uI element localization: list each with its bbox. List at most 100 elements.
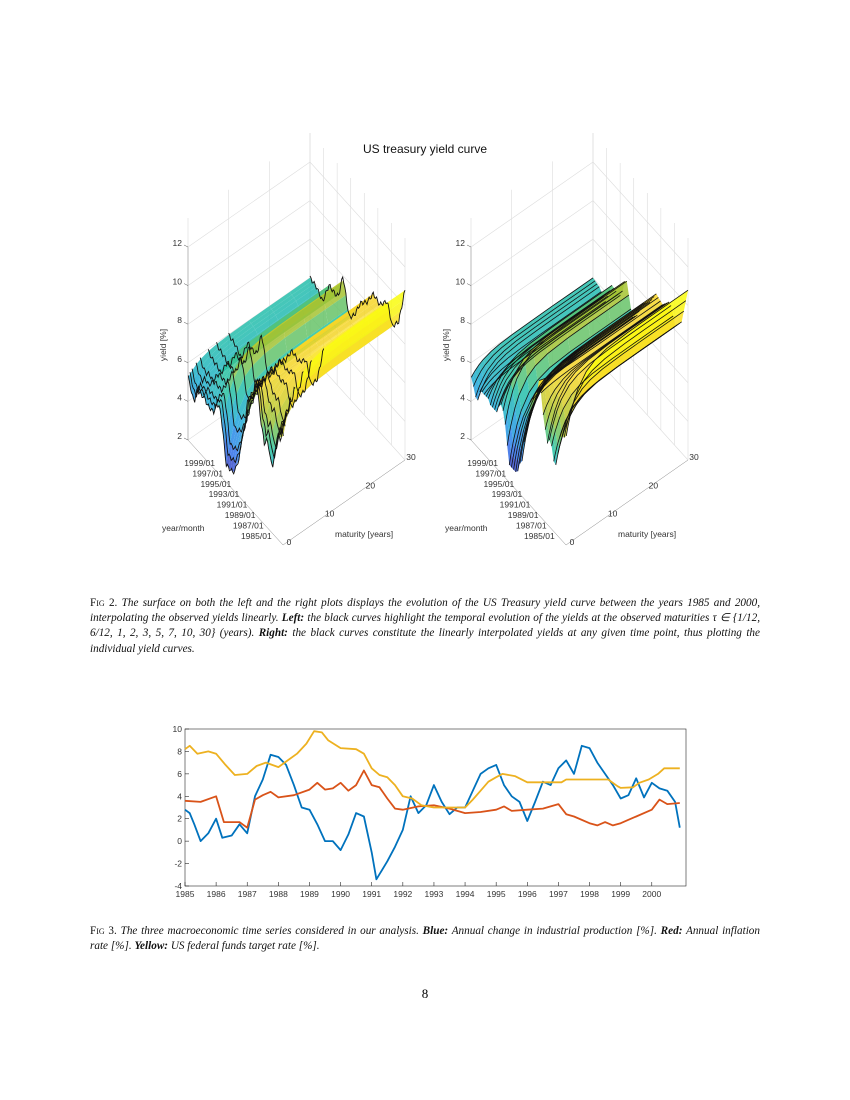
surface-patch [205,394,209,406]
surface-patch [498,387,505,401]
date-tick-label: 1985/01 [241,531,272,541]
surface-patch [230,424,237,447]
surface-patch [303,295,326,324]
surface-patch [506,367,517,383]
surface-patch [553,410,560,431]
yield-curve-at-date [551,315,674,447]
caption-text: The surface on both the left and the rig… [90,597,760,625]
surface-patch [200,378,207,387]
surface-patch [517,410,524,430]
yield-curve-at-date [546,301,670,444]
surface-patch [555,398,562,410]
caption-label: Fig 2. [90,597,118,609]
surface-patch [360,314,383,340]
surface-patch [252,353,267,381]
surface-patch [591,285,615,303]
surface-patch [280,394,291,421]
surface-patch [606,281,629,310]
surface-patch [579,343,602,362]
surface-patch [281,354,297,366]
surface-patch [553,394,560,410]
surface-patch [274,381,285,399]
date-tick-label: 1989/01 [508,510,539,520]
surface-patch [567,357,582,371]
surface-patch [298,346,321,362]
surface-patch [496,385,503,398]
surface-patch [513,459,518,472]
surface-patch [275,365,287,377]
surface-patch [555,379,566,395]
surface-patch [236,416,243,431]
surface-patch [301,295,324,310]
date-tick-label: 1997/01 [192,468,223,478]
surface-patch [508,390,515,425]
surface-patch [246,380,257,400]
surface-patch [620,339,644,365]
date-tick-label: 1991/01 [500,500,531,510]
yield-curve-at-date [494,290,617,410]
surface-patch [511,320,535,339]
x-tick-label: 1998 [580,889,599,899]
surface-patch [291,380,302,402]
surface-patch [262,422,266,444]
surface-patch [515,447,520,461]
yield-tick [466,283,472,286]
surface-patch [234,362,245,395]
surface-patch [208,344,219,356]
caption-text: the black curves highlight the temporal … [90,612,760,640]
caption-emphasis: Left: [281,612,305,625]
yield-curve-at-date [521,302,644,462]
yield-curve-at-date [515,314,638,472]
yield-curve-at-date [477,286,600,401]
y-tick-label: 0 [177,836,182,846]
surface-patch [521,392,532,417]
surface-patch [382,290,405,315]
x-tick-label: 1988 [269,889,288,899]
surface-patch [519,416,526,431]
surface-patch [550,370,561,383]
maturity-tick-label: 10 [325,509,335,519]
yield-surface-plot-right: 2 4 6 8 10 12 1999/011997/011995/011993/011991… [441,133,699,547]
surface-patch [305,369,320,390]
caption-emphasis: Yellow: [134,940,169,953]
date-tick-label: 1991/01 [217,500,248,510]
surface-patch [588,369,603,390]
yield-curve-at-date [498,294,621,407]
yield-curve-at-date [549,305,672,441]
surface-patch [322,330,346,346]
surface-patch [561,385,572,409]
yield-tick-label: 12 [456,238,466,248]
surface-patch [547,337,570,368]
surface-patch [292,336,315,355]
surface-patch [579,286,602,306]
surface-patch [542,389,547,410]
yield-curve-at-date [487,290,611,399]
surface-patch [471,374,476,387]
surface-patch [640,301,663,319]
yield-tick [466,360,472,364]
surface-patch [320,331,344,347]
surface-patch [378,311,401,336]
surface-patch [280,371,291,381]
surface-patch [483,378,490,387]
surface-patch [304,344,328,364]
yield-tick-label: 2 [177,431,182,441]
surface-patch [565,371,576,383]
surface-patch [188,374,193,387]
yield-curve-at-date [504,280,628,425]
surface-patch [300,345,323,362]
date-tick-label: 1993/01 [492,489,523,499]
surface-patch [288,299,311,317]
surface-patch [521,416,528,431]
surface-patch [551,313,574,331]
surface-patch [534,309,557,327]
surface-patch [507,348,523,363]
surface-patch [489,362,500,374]
surface-patch [473,382,478,398]
y-tick-label: 10 [173,724,183,734]
surface-patch [276,382,287,400]
yield-tick [183,321,189,325]
surface-patch [485,355,496,371]
date-tick-label: 1989/01 [225,510,256,520]
series-line-blue [184,744,681,881]
